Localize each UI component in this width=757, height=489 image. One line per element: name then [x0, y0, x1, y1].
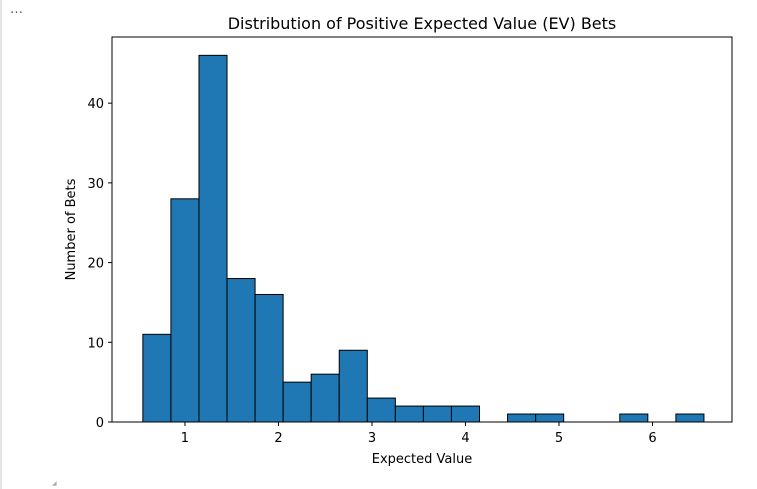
- histogram-bar: [507, 413, 537, 423]
- x-tick-label: 2: [274, 431, 282, 446]
- resize-handle-icon[interactable]: ◢: [52, 480, 57, 487]
- x-tick-label: 5: [555, 431, 563, 446]
- histogram-bar: [254, 293, 284, 423]
- y-tick-label: 30: [87, 177, 104, 192]
- x-tick-label: 1: [181, 431, 189, 446]
- y-axis-label: Number of Bets: [64, 178, 79, 280]
- histogram-bar: [198, 54, 228, 423]
- histogram-bar: [422, 405, 452, 423]
- histogram-bar: [282, 381, 312, 423]
- histogram-bar: [170, 198, 200, 423]
- histogram-bar: [310, 373, 340, 423]
- bars-group: [142, 54, 705, 423]
- histogram-bar: [675, 413, 705, 423]
- histogram-bar: [535, 413, 565, 423]
- y-tick-label: 20: [87, 257, 104, 272]
- chart-title: Distribution of Positive Expected Value …: [228, 14, 617, 33]
- x-axis-ticks: 1 2 3 4 5 6: [181, 422, 657, 446]
- y-tick-label: 10: [87, 336, 104, 351]
- y-tick-label: 40: [87, 97, 104, 112]
- histogram-bar: [366, 397, 396, 423]
- cell-gutter: [0, 0, 2, 489]
- histogram-bar: [450, 405, 481, 423]
- x-tick-label: 6: [648, 431, 656, 446]
- histogram-bar: [142, 333, 172, 423]
- y-tick-label: 0: [96, 416, 104, 431]
- x-axis-label: Expected Value: [372, 452, 472, 467]
- plot-area-frame: [111, 36, 733, 423]
- x-tick-label: 3: [368, 431, 376, 446]
- histogram-bar: [394, 405, 424, 423]
- histogram-bar: [619, 413, 649, 423]
- y-axis-ticks: 0 10 20 30 40: [87, 97, 112, 431]
- x-tick-label: 4: [461, 431, 469, 446]
- histogram-bar: [226, 278, 256, 423]
- output-ellipsis[interactable]: …: [10, 2, 23, 17]
- histogram-bar: [338, 349, 368, 423]
